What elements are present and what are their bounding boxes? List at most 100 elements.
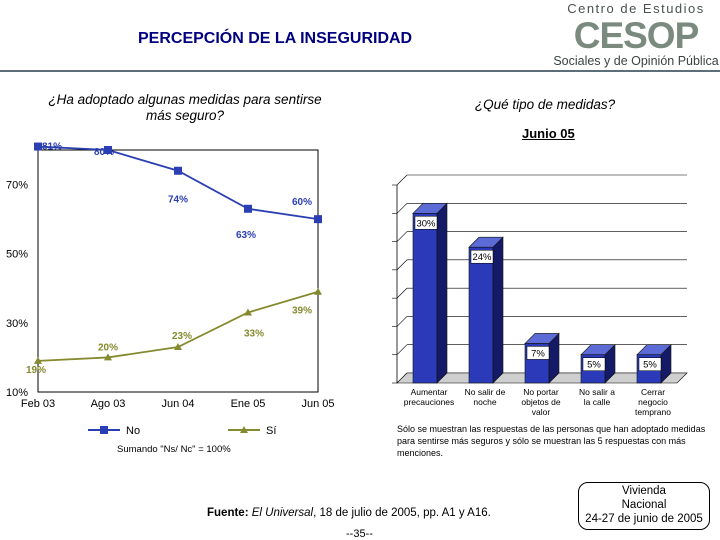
question-adopted-measures: ¿Ha adoptado algunas medidas para sentir…	[48, 92, 322, 123]
data-label: 39%	[292, 306, 312, 317]
survey-info-line: Nacional	[621, 499, 667, 511]
page-number: --35--	[346, 528, 373, 540]
bar-top	[468, 236, 504, 248]
period-label: Junio 05	[522, 126, 575, 141]
data-point-triangle	[174, 343, 182, 351]
bar-top	[636, 344, 672, 356]
category-label: No portar objetos de valor	[521, 387, 560, 417]
y-tick-label: 50%	[6, 249, 28, 261]
category-label-line: noche	[473, 397, 496, 407]
data-label-box	[414, 216, 438, 230]
data-label: 7%	[531, 348, 545, 359]
data-label: 20%	[98, 342, 118, 353]
category-label-line: valor	[532, 407, 551, 417]
y-tick-label: 10%	[6, 387, 28, 399]
category-label-line: negocio	[638, 397, 668, 407]
legend-label-si: Sí	[266, 425, 276, 437]
legend-marker-no	[100, 426, 108, 434]
category-label-line: objetos de	[521, 397, 560, 407]
data-label-box	[470, 249, 494, 264]
category-label: Cerrar negocio temprano	[635, 387, 671, 417]
category-label-line: la calle	[584, 397, 611, 407]
y-tick-label: 70%	[6, 180, 28, 192]
category-label: No salir de noche	[465, 387, 506, 407]
gridline-depth	[396, 287, 408, 299]
category-label: Aumentar precauciones	[404, 387, 455, 407]
category-label: No salir a la calle	[579, 387, 615, 407]
data-point-square	[34, 142, 42, 151]
data-point-square	[314, 215, 322, 224]
legend-marker-si	[240, 426, 248, 433]
source-details: , 18 de julio de 2005, pp. A1 y A16.	[313, 507, 491, 519]
gridline-depth	[396, 174, 408, 186]
cesop-logo: Centro de Estudios CESOP Sociales y de O…	[553, 1, 718, 68]
logo-mark-backdrop	[557, 17, 715, 49]
data-label: 5%	[643, 360, 657, 371]
data-label: 60%	[292, 197, 312, 208]
data-label: 80%	[94, 147, 114, 158]
data-label: 23%	[172, 331, 192, 342]
bar-front	[412, 212, 438, 384]
data-label: 30%	[416, 218, 436, 229]
survey-info-box: Vivienda Nacional 24-27 de junio de 2005	[578, 482, 710, 530]
x-tick-label: Feb 03	[21, 398, 55, 410]
bar-chart: 30% Aumentar precauciones 24% No salir de noc…	[392, 174, 688, 417]
page-title: PERCEPCIÓN DE LA INSEGURIDAD	[138, 30, 413, 47]
survey-info-line: Vivienda	[622, 485, 666, 497]
data-label: 24%	[472, 252, 492, 263]
data-label: 63%	[236, 230, 256, 241]
data-label: 33%	[244, 328, 264, 339]
bar-top	[580, 344, 616, 356]
data-label: 74%	[168, 195, 188, 206]
data-label: 81%	[42, 142, 62, 153]
gridline-depth	[396, 344, 408, 355]
source-publication: El Universal	[251, 507, 314, 519]
bar-side	[492, 236, 504, 384]
line-chart-footnote: Sumando "Ns/ Nc" = 100%	[117, 444, 231, 455]
source-label: Fuente:	[207, 507, 249, 519]
source-citation: Fuente: El Universal, 18 de julio de 200…	[207, 507, 491, 519]
gridline-depth	[396, 316, 408, 327]
category-label-line: No salir a	[579, 387, 615, 397]
category-label-line: Cerrar	[641, 387, 665, 397]
data-point-triangle	[34, 356, 42, 364]
x-tick-label: Jun 05	[301, 398, 334, 410]
data-label-box	[582, 357, 606, 371]
legend-label-no: No	[126, 425, 140, 437]
logo-top-text: Centro de Estudios	[567, 1, 705, 16]
data-point-triangle	[104, 353, 112, 361]
category-label-line: temprano	[635, 407, 671, 417]
data-point-square	[244, 204, 252, 213]
data-label: 5%	[587, 360, 601, 371]
bar-top	[524, 333, 560, 344]
gridline-depth	[396, 231, 408, 242]
gridline-depth	[396, 203, 408, 214]
y-tick-label: 30%	[6, 318, 28, 330]
data-label: 19%	[26, 365, 46, 376]
title-divider	[0, 70, 720, 72]
data-label-box	[638, 357, 662, 371]
bar-top	[412, 202, 448, 214]
category-label-line: No salir de	[465, 387, 506, 397]
x-tick-label: Jun 04	[161, 398, 194, 410]
line-chart: 10% 30% 50% 70% Feb 03 Ago 03 Jun 04 Ene 05 Jun …	[6, 142, 335, 437]
x-tick-label: Ene 05	[231, 398, 266, 410]
bar-front	[468, 246, 494, 384]
data-point-square	[174, 166, 182, 175]
plot-area	[37, 149, 319, 393]
x-tick-label: Ago 03	[91, 398, 126, 410]
category-label-line: No portar	[523, 387, 559, 397]
logo-bottom-text: Sociales y de Opinión Pública	[553, 54, 718, 68]
data-point-triangle	[314, 287, 322, 295]
data-point-square	[104, 146, 112, 154]
category-label-line: precauciones	[404, 397, 455, 407]
question-measure-type: ¿Qué tipo de medidas?	[474, 97, 616, 112]
bar-side	[436, 202, 448, 384]
survey-info-line: 24-27 de junio de 2005	[585, 513, 703, 525]
data-label-box	[526, 346, 550, 360]
logo-mark: CESOP	[574, 15, 699, 56]
data-point-triangle	[244, 308, 252, 316]
gridline-depth	[396, 259, 408, 271]
category-label-line: Aumentar	[411, 387, 448, 397]
bar-chart-footnote: Sólo se muestran las respuestas de las p…	[397, 424, 706, 458]
